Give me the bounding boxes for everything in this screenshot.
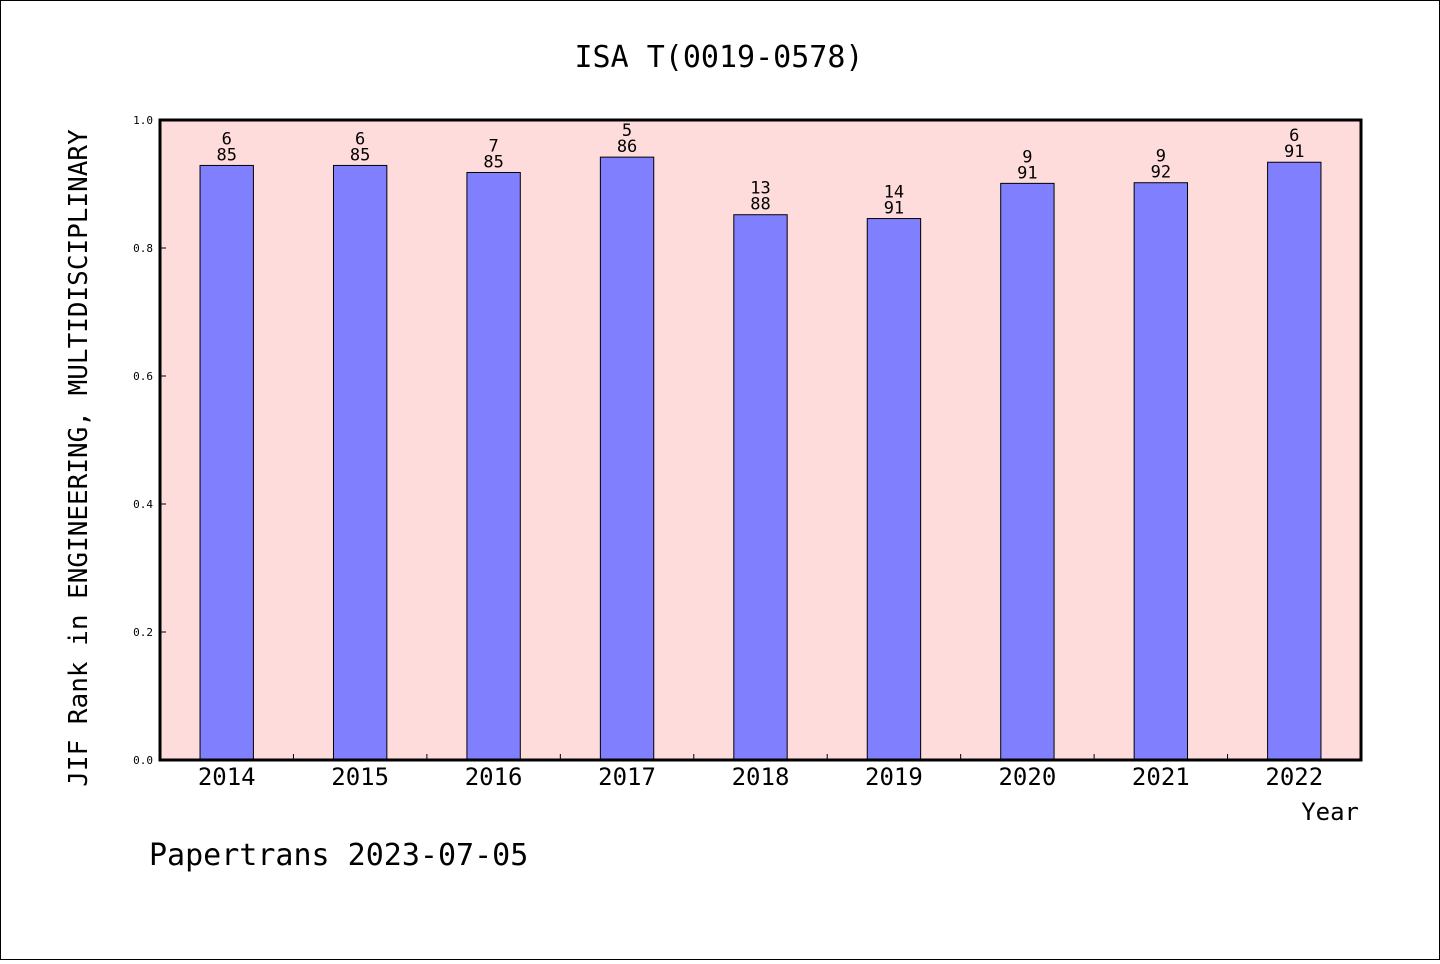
y-tick-label: 0.8 bbox=[133, 242, 153, 255]
bar-total-label: 88 bbox=[750, 195, 770, 215]
bar-2019 bbox=[866, 218, 922, 761]
bar-rank-label: 13 bbox=[750, 179, 770, 199]
y-tick-label: 0.4 bbox=[133, 498, 153, 511]
bar-total-label: 85 bbox=[216, 145, 236, 165]
bar-total-label: 92 bbox=[1151, 163, 1171, 183]
y-axis-title: JIF Rank in ENGINEERING, MULTIDISCIPLINA… bbox=[64, 129, 94, 787]
x-tick-label: 2022 bbox=[1265, 763, 1323, 791]
bar-rank-label: 6 bbox=[222, 129, 232, 149]
x-tick-label: 2017 bbox=[598, 763, 656, 791]
bar-2020 bbox=[1000, 182, 1055, 761]
x-tick-label: 2021 bbox=[1132, 763, 1190, 791]
bar-rank-label: 14 bbox=[884, 183, 904, 203]
x-axis: 2014 2015 2016 2017 2018 2019 2020 2021 2022 bbox=[198, 754, 1323, 791]
y-tick-label: 0.0 bbox=[133, 754, 153, 767]
bar-rank-label: 9 bbox=[1022, 147, 1032, 167]
bar-total-label: 85 bbox=[483, 152, 503, 172]
bar-2016 bbox=[466, 171, 521, 761]
bar-2022 bbox=[1267, 161, 1322, 761]
y-tick-label: 0.2 bbox=[133, 626, 153, 639]
x-tick-label: 2020 bbox=[998, 763, 1056, 791]
x-tick-label: 2016 bbox=[465, 763, 523, 791]
y-tick-label: 1.0 bbox=[133, 114, 153, 127]
x-axis-title: Year bbox=[1301, 798, 1359, 826]
bar-2021 bbox=[1133, 182, 1189, 761]
bar-total-label: 86 bbox=[617, 137, 637, 157]
bar-2014 bbox=[199, 164, 254, 761]
bar-total-label: 85 bbox=[350, 145, 370, 165]
footer-watermark: Papertrans 2023-07-05 bbox=[149, 838, 528, 873]
y-tick-label: 0.6 bbox=[133, 370, 153, 383]
x-tick-label: 2014 bbox=[198, 763, 256, 791]
plot-border bbox=[158, 118, 1363, 762]
bar-rank-label: 6 bbox=[1289, 126, 1299, 146]
y-axis: 0.0 0.2 0.4 0.6 0.8 1.0 bbox=[133, 114, 166, 767]
bar-rank-label: 7 bbox=[488, 136, 498, 156]
bar-2018 bbox=[733, 214, 788, 761]
bar-total-label: 91 bbox=[884, 199, 904, 219]
bar-rank-label: 5 bbox=[622, 121, 632, 141]
bar-2017 bbox=[599, 156, 655, 761]
x-tick-label: 2019 bbox=[865, 763, 923, 791]
bar-total-label: 91 bbox=[1284, 142, 1304, 162]
bar-rank-label: 6 bbox=[355, 129, 365, 149]
bar-2015 bbox=[332, 164, 388, 761]
bar-total-label: 91 bbox=[1017, 163, 1037, 183]
bars-group bbox=[199, 156, 1322, 761]
x-tick-label: 2015 bbox=[331, 763, 389, 791]
x-tick-label: 2018 bbox=[732, 763, 790, 791]
chart-title: ISA T(0019-0578) bbox=[575, 40, 864, 75]
bar-rank-label: 9 bbox=[1156, 147, 1166, 167]
